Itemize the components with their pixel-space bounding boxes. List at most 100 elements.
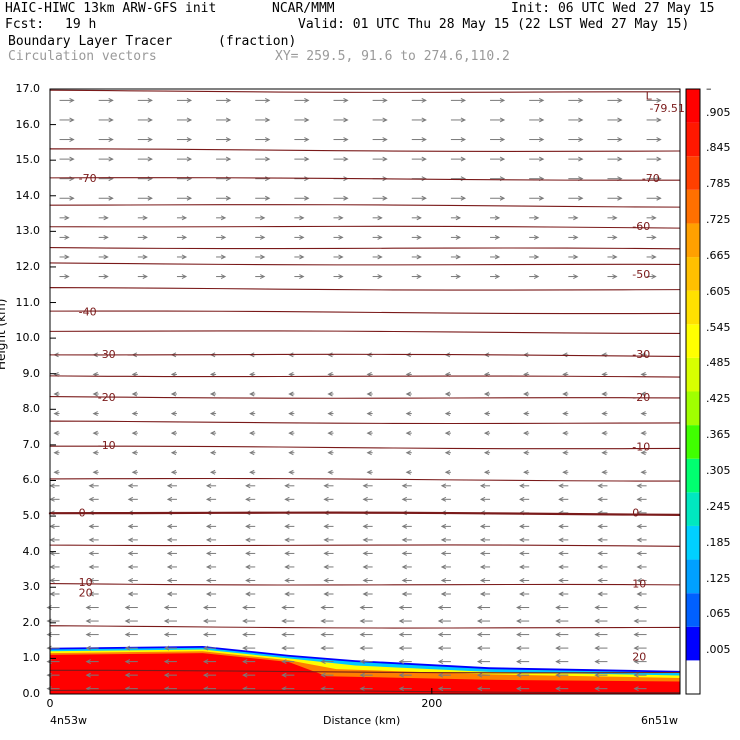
wind-vector-head (131, 430, 138, 436)
wind-vector-head (170, 371, 177, 377)
wind-vector-head (562, 469, 568, 475)
wind-vector-head (108, 137, 114, 142)
wind-vector-head (166, 591, 173, 597)
wind-vector-head (636, 564, 642, 570)
wind-vector-head (284, 564, 290, 570)
wind-vector-head (320, 645, 326, 651)
wind-vector-head (656, 156, 662, 162)
wind-vector-head (640, 371, 646, 377)
wind-vector-head (323, 591, 329, 597)
wind-vector-head (338, 234, 344, 240)
wind-vector-head (304, 117, 310, 123)
wind-vector-head (88, 496, 94, 502)
wind-vector-head (440, 483, 447, 489)
wind-vector-head (284, 591, 290, 597)
wind-vector-head (249, 450, 255, 456)
wind-vector-head (88, 523, 94, 529)
wind-vector-head (166, 537, 173, 543)
wind-vector-head (186, 97, 193, 103)
wind-vector-head (555, 659, 561, 665)
colorbar-label: .005 (706, 643, 731, 657)
wind-vector-head (401, 537, 407, 543)
field-name: Boundary Layer Tracer (8, 34, 173, 49)
colorbar-frame (685, 88, 701, 695)
wind-vector-head (85, 672, 91, 678)
wind-vector-head (181, 215, 188, 221)
wind-vector-head (516, 605, 522, 610)
wind-vector-head (398, 618, 404, 624)
wind-vector-head (225, 195, 232, 201)
wind-vector-head (538, 156, 545, 162)
wind-vector-head (444, 411, 451, 417)
wind-vector-head (88, 483, 94, 489)
wind-vector-head (288, 430, 294, 436)
contour-label: 10 (79, 576, 93, 589)
y-tick-label: 10.0 (15, 331, 41, 345)
wind-vector-head (533, 234, 540, 240)
wind-vector-head (265, 156, 271, 162)
wind-vector-head (69, 195, 75, 201)
wind-vector-head (444, 450, 451, 456)
wind-vector-head (617, 195, 623, 201)
wind-vector-head (88, 578, 94, 583)
wind-vector-head (455, 215, 462, 221)
wind-vector-head (163, 645, 170, 651)
wind-vector-head (242, 605, 248, 610)
wind-vector-head (288, 371, 294, 377)
wind-vector-head (242, 632, 248, 638)
temperature-contour (49, 375, 681, 378)
wind-vector-head (131, 391, 138, 397)
wind-vector-head (656, 97, 662, 103)
minimum-value: -79.51 (649, 102, 684, 115)
wind-vector-head (88, 550, 94, 556)
wind-vector-head (124, 632, 131, 638)
wind-vector-head (612, 254, 618, 260)
wind-vector-head (578, 97, 584, 103)
wind-vector-head (401, 496, 407, 502)
temperature-contour (49, 262, 681, 266)
vectors-label: Circulation vectors (8, 49, 157, 64)
wind-vector-head (516, 645, 522, 651)
wind-vector-head (147, 195, 153, 201)
wind-vector-head (304, 97, 310, 103)
wind-vector-head (281, 632, 287, 638)
wind-vector-head (562, 352, 568, 358)
wind-vector-head (170, 430, 177, 436)
wind-vector-head (437, 645, 444, 651)
wind-vector-head (416, 234, 422, 240)
temperature-contour (49, 395, 681, 399)
wind-vector-head (245, 483, 251, 489)
temperature-contour (49, 148, 681, 152)
contour-label: -60 (632, 220, 650, 233)
wind-vector-head (225, 97, 232, 103)
wind-vector-head (299, 215, 305, 221)
wind-vector-head (476, 686, 483, 692)
wind-vector-head (421, 156, 427, 162)
wind-vector-head (601, 430, 607, 436)
wind-vector-head (108, 117, 114, 123)
wind-vector-head (225, 137, 232, 142)
wind-vector-head (597, 578, 603, 583)
wind-vector-head (92, 450, 98, 456)
wind-vector-head (519, 550, 525, 556)
wind-vector-head (288, 391, 294, 397)
wind-vector-head (127, 483, 134, 489)
wind-vector-head (499, 195, 506, 201)
wind-vector-head (92, 411, 98, 417)
wind-vector-head (612, 274, 618, 279)
wind-vector-head (202, 605, 209, 610)
wind-vector-head (401, 564, 407, 570)
wind-vector-head (562, 450, 568, 456)
wind-vector-head (562, 411, 568, 417)
wind-vector-head (555, 645, 561, 651)
wind-vector-head (88, 537, 94, 543)
wind-vector-head (343, 137, 349, 142)
wind-vector-head (327, 411, 333, 417)
colorbar-swatch (686, 290, 700, 325)
wind-vector-head (92, 469, 98, 475)
wind-vector-head (533, 215, 540, 221)
wind-vector-head (440, 496, 447, 502)
wind-vector-head (281, 645, 287, 651)
wind-vector-head (523, 391, 529, 397)
wind-vector-head (49, 523, 55, 529)
